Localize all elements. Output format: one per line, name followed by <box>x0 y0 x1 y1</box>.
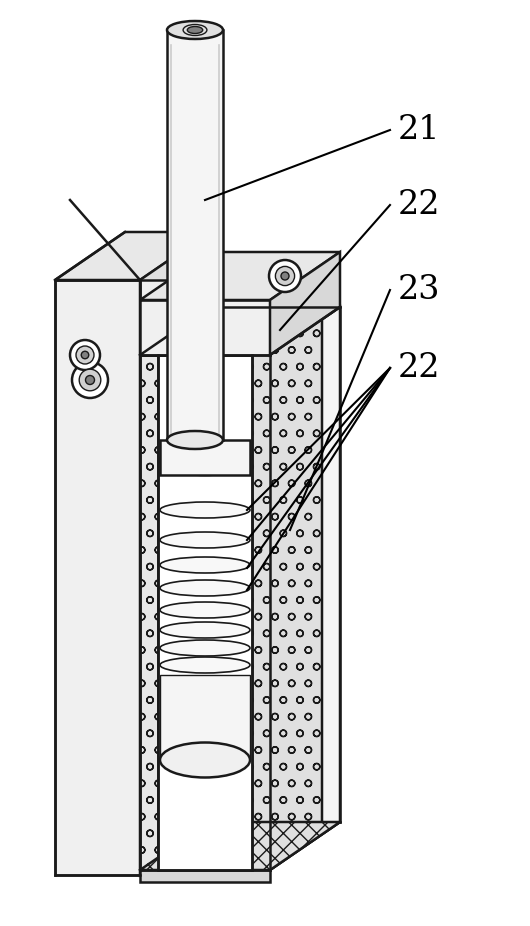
Ellipse shape <box>160 657 250 673</box>
Circle shape <box>79 369 101 391</box>
Polygon shape <box>55 232 210 280</box>
Polygon shape <box>167 30 223 440</box>
Text: 21: 21 <box>398 114 440 146</box>
Text: 22: 22 <box>398 352 440 384</box>
Polygon shape <box>140 300 270 355</box>
Polygon shape <box>270 252 340 355</box>
Polygon shape <box>160 440 250 475</box>
Ellipse shape <box>160 502 250 518</box>
Polygon shape <box>252 355 270 870</box>
Ellipse shape <box>160 602 250 618</box>
Polygon shape <box>140 252 340 300</box>
Ellipse shape <box>160 743 250 778</box>
Ellipse shape <box>167 431 223 449</box>
Polygon shape <box>158 355 252 870</box>
Circle shape <box>269 260 301 292</box>
Polygon shape <box>140 280 170 355</box>
Circle shape <box>276 267 295 285</box>
Ellipse shape <box>187 27 202 33</box>
Circle shape <box>76 346 94 364</box>
Ellipse shape <box>160 532 250 548</box>
Circle shape <box>81 351 89 358</box>
Polygon shape <box>160 675 250 760</box>
Circle shape <box>85 376 94 384</box>
Circle shape <box>281 272 289 280</box>
Polygon shape <box>55 280 140 875</box>
Ellipse shape <box>167 21 223 39</box>
Polygon shape <box>270 307 340 870</box>
Circle shape <box>72 362 108 398</box>
Polygon shape <box>158 321 301 355</box>
Ellipse shape <box>160 622 250 638</box>
Polygon shape <box>140 355 158 870</box>
Ellipse shape <box>160 580 250 596</box>
Ellipse shape <box>160 557 250 573</box>
Text: 23: 23 <box>398 274 440 306</box>
Polygon shape <box>252 307 322 870</box>
Polygon shape <box>140 870 270 882</box>
Polygon shape <box>140 232 210 875</box>
Polygon shape <box>140 822 340 870</box>
Circle shape <box>70 340 100 370</box>
Text: 22: 22 <box>398 189 440 221</box>
Ellipse shape <box>160 445 250 475</box>
Ellipse shape <box>160 640 250 656</box>
